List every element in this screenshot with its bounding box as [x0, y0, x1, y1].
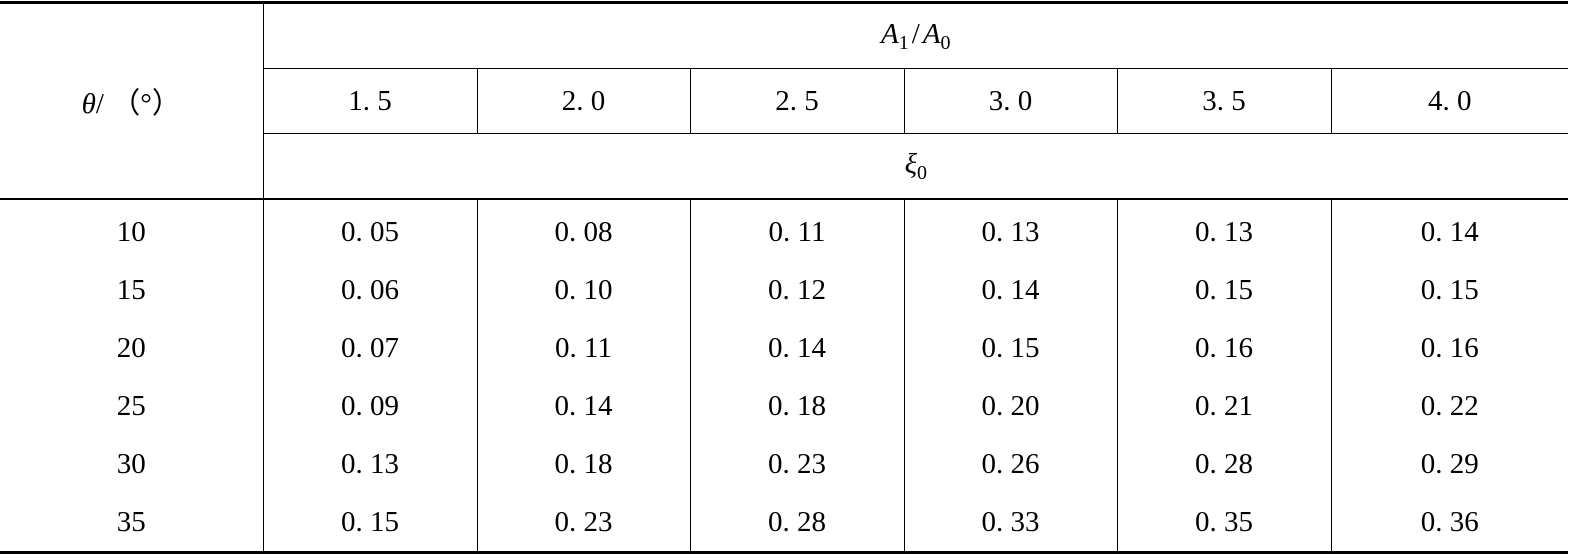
area-ratio-numerator: A — [881, 17, 899, 50]
coefficient-cell: 0. 13 — [263, 435, 478, 493]
ratio-value-header: 2. 5 — [690, 68, 905, 134]
table-row: 20 0. 07 0. 11 0. 14 0. 15 0. 16 0. 16 — [0, 319, 1568, 377]
coefficient-cell: 0. 11 — [477, 319, 691, 377]
header-row-coefficient: ξ0 — [0, 133, 1569, 200]
header-row-ratio-values: 1. 5 2. 0 2. 5 3. 0 3. 5 4. 0 — [0, 68, 1569, 134]
coefficient-cell: 0. 06 — [263, 261, 478, 319]
xi-subscript: 0 — [916, 161, 927, 184]
coefficient-cell: 0. 36 — [1331, 493, 1569, 554]
area-ratio-denominator-sub: 0 — [940, 31, 951, 54]
coefficient-cell: 0. 18 — [477, 435, 691, 493]
coefficient-cell: 0. 21 — [1117, 377, 1332, 435]
coefficient-cell: 0. 12 — [690, 261, 905, 319]
ratio-value-header: 3. 0 — [904, 68, 1118, 134]
coefficient-cell: 0. 15 — [904, 319, 1118, 377]
coefficient-cell: 0. 14 — [1420, 215, 1479, 248]
table-row: 15 0. 06 0. 10 0. 12 0. 14 0. 15 0. 15 — [0, 261, 1568, 319]
coefficient-cell: 0. 22 — [1420, 389, 1479, 422]
coefficient-cell: 0. 14 — [690, 319, 905, 377]
coefficient-cell: 0. 23 — [477, 493, 691, 554]
loss-coefficient-table: θ/ （°） A1/A0 1. 5 2. 0 2. 5 3. 0 3. 5 4.… — [0, 1, 1569, 554]
angle-cell: 20 — [0, 319, 264, 377]
table-row: 10 0. 05 0. 08 0. 11 0. 13 0. 13 0. 14 — [0, 199, 1568, 261]
coefficient-cell: 0. 13 — [1117, 199, 1332, 261]
coefficient-cell: 0. 16 — [1117, 319, 1332, 377]
area-ratio-slash: / — [911, 17, 920, 50]
coefficient-cell: 0. 10 — [477, 261, 691, 319]
ratio-value-header: 1. 5 — [263, 68, 478, 134]
table-row: 25 0. 09 0. 14 0. 18 0. 20 0. 21 0. 22 — [0, 377, 1568, 435]
area-ratio-numerator-sub: 1 — [898, 31, 909, 54]
angle-cell: 15 — [0, 261, 264, 319]
angle-column-header: θ/ （°） — [0, 1, 264, 200]
coefficient-cell: 0. 08 — [477, 199, 691, 261]
theta-symbol: θ — [81, 88, 96, 120]
coefficient-cell: 0. 15 — [1420, 273, 1479, 306]
area-ratio-denominator: A — [922, 17, 941, 50]
coefficient-header: ξ0 — [263, 133, 1569, 200]
angle-cell: 30 — [0, 435, 264, 493]
coefficient-cell: 0. 20 — [904, 377, 1118, 435]
coefficient-cell: 0. 13 — [904, 199, 1118, 261]
coefficient-cell: 0. 26 — [904, 435, 1118, 493]
coefficient-cell: 0. 35 — [1117, 493, 1332, 554]
ratio-value-header: 3. 5 — [1117, 68, 1332, 134]
coefficient-cell: 0. 09 — [263, 377, 478, 435]
coefficient-cell: 0. 14 — [477, 377, 691, 435]
angle-cell: 35 — [0, 493, 264, 554]
coefficient-cell: 0. 33 — [904, 493, 1118, 554]
coefficient-cell: 0. 18 — [690, 377, 905, 435]
ratio-value-header: 2. 0 — [477, 68, 691, 134]
coefficient-cell: 0. 28 — [690, 493, 905, 554]
coefficient-cell: 0. 07 — [263, 319, 478, 377]
area-ratio-header: A1/A0 — [263, 1, 1569, 69]
coefficient-cell: 0. 15 — [263, 493, 478, 554]
table-row: 30 0. 13 0. 18 0. 23 0. 26 0. 28 0. 29 — [0, 435, 1568, 493]
coefficient-cell: 0. 28 — [1117, 435, 1332, 493]
xi-symbol: ξ — [904, 147, 917, 180]
header-row-ratio-label: θ/ （°） A1/A0 — [0, 1, 1569, 200]
angle-cell: 10 — [0, 199, 264, 261]
coefficient-cell: 0. 11 — [690, 199, 905, 261]
coefficient-cell: 0. 29 — [1420, 447, 1479, 480]
angle-unit: / （°） — [95, 88, 181, 120]
angle-cell: 25 — [0, 377, 264, 435]
coefficient-cell: 0. 05 — [263, 199, 478, 261]
table-row: 35 0. 15 0. 23 0. 28 0. 33 0. 35 0. 36 — [0, 493, 1569, 554]
coefficient-cell: 0. 15 — [1117, 261, 1332, 319]
coefficient-cell: 0. 16 — [1420, 331, 1479, 364]
ratio-value-header: 4. 0 — [1331, 68, 1569, 134]
coefficient-cell: 0. 14 — [904, 261, 1118, 319]
coefficient-cell: 0. 23 — [690, 435, 905, 493]
